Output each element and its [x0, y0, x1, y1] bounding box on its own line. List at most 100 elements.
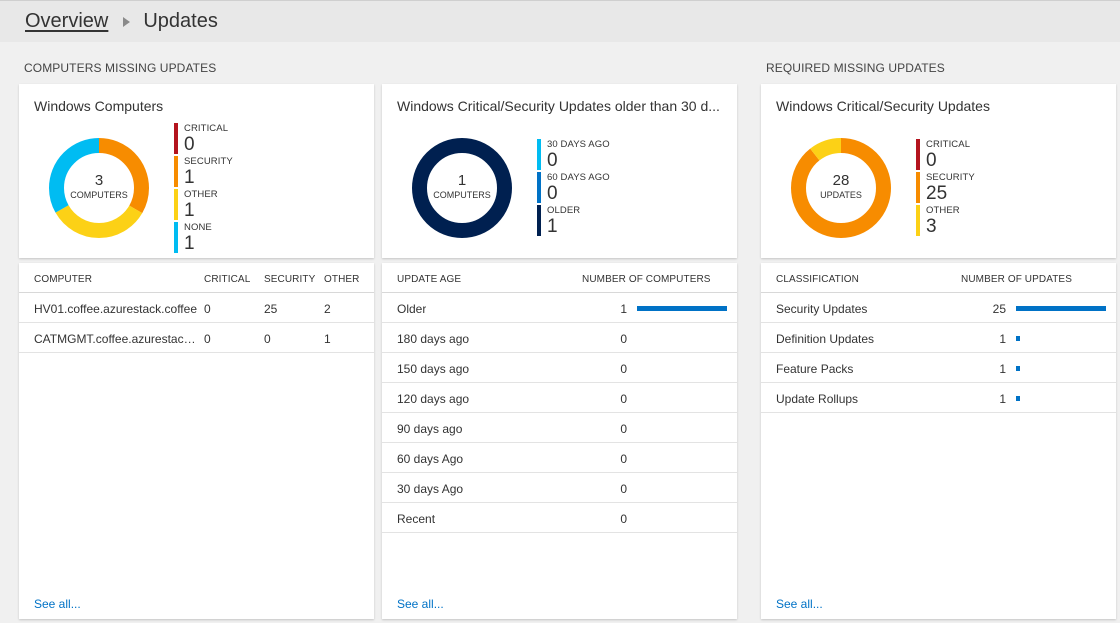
table-row[interactable]: Update Rollups 1 [761, 383, 1116, 413]
breadcrumb-overview-link[interactable]: Overview [25, 10, 109, 32]
legend-value: 1 [547, 216, 558, 237]
column-header-critical[interactable]: CRITICAL [204, 274, 251, 285]
legend-item-none[interactable]: NONE 1 [174, 222, 233, 255]
donut-chart [791, 138, 891, 238]
cell-computer: HV01.coffee.azurestack.coffee [34, 302, 197, 316]
section-label-required-missing: REQUIRED MISSING UPDATES [766, 61, 945, 75]
legend-label: OTHER [926, 205, 960, 216]
legend-value: 1 [184, 233, 195, 254]
legend-item-security[interactable]: SECURITY 25 [916, 172, 975, 205]
cell-value: 0 [620, 512, 627, 526]
see-all-link[interactable]: See all... [397, 597, 444, 611]
legend-item-security[interactable]: SECURITY 1 [174, 156, 233, 189]
legend-value: 1 [184, 167, 195, 188]
legend-swatch [916, 205, 920, 236]
tile-windows-computers[interactable]: Windows Computers 3 COMPUTERS CRITICAL 0… [19, 84, 374, 258]
donut-segment-older [412, 138, 512, 238]
cell-label: Older [397, 302, 427, 316]
cell-label: Update Rollups [776, 392, 859, 406]
column-header-number-of-updates[interactable]: NUMBER OF UPDATES [961, 274, 1072, 285]
legend-swatch [174, 123, 178, 154]
legend-swatch [537, 172, 541, 203]
cell-other: 2 [324, 302, 331, 316]
legend: 30 DAYS AGO 0 60 DAYS AGO 0 OLDER 1 [537, 139, 610, 238]
table-row[interactable]: Security Updates 25 [761, 293, 1116, 323]
table-row[interactable]: Feature Packs 1 [761, 353, 1116, 383]
cell-value: 0 [620, 332, 627, 346]
table-row[interactable]: CATMGMT.coffee.azurestack... 0 0 1 [19, 323, 374, 353]
donut-chart [49, 138, 149, 238]
legend-item-critical[interactable]: CRITICAL 0 [174, 123, 233, 156]
legend-item-other[interactable]: OTHER 3 [916, 205, 975, 238]
cell-label: Definition Updates [776, 332, 875, 346]
legend-value: 0 [184, 134, 195, 155]
table-row[interactable]: 150 days ago 0 [382, 353, 737, 383]
legend-swatch [174, 156, 178, 187]
table-row[interactable]: 120 days ago 0 [382, 383, 737, 413]
breadcrumb-current: Updates [143, 10, 218, 32]
table-row[interactable]: 60 days Ago 0 [382, 443, 737, 473]
legend-label: 60 DAYS AGO [547, 172, 610, 183]
legend-swatch [916, 139, 920, 170]
table-row[interactable]: 90 days ago 0 [382, 413, 737, 443]
cell-label: 90 days ago [397, 422, 463, 436]
donut-segment-none [49, 138, 149, 238]
cell-label: Security Updates [776, 302, 868, 316]
table-row[interactable]: Older 1 [382, 293, 737, 323]
column-header-security[interactable]: SECURITY [264, 274, 316, 285]
legend-swatch [174, 222, 178, 253]
cell-label: Recent [397, 512, 436, 526]
table-row[interactable]: Recent 0 [382, 503, 737, 533]
table-header: UPDATE AGE NUMBER OF COMPUTERS [382, 263, 737, 293]
legend-label: SECURITY [926, 172, 975, 183]
column-header-number-of-computers[interactable]: NUMBER OF COMPUTERS [582, 274, 711, 285]
legend-item-older[interactable]: OLDER 1 [537, 205, 610, 238]
legend-item-other[interactable]: OTHER 1 [174, 189, 233, 222]
chevron-right-icon [123, 16, 131, 27]
legend-value: 25 [926, 183, 948, 204]
cell-value: 1 [999, 362, 1006, 376]
tile-title: Windows Computers [34, 98, 164, 114]
legend-value: 1 [184, 200, 195, 221]
value-bar [1016, 396, 1020, 401]
table-update-age: UPDATE AGE NUMBER OF COMPUTERS Older 1 180… [382, 263, 737, 619]
legend: CRITICAL 0 SECURITY 1 OTHER 1 NONE 1 [174, 123, 233, 255]
table-row[interactable]: 180 days ago 0 [382, 323, 737, 353]
column-header-other[interactable]: OTHER [324, 274, 360, 285]
legend-swatch [916, 172, 920, 203]
tile-title: Windows Critical/Security Updates older … [397, 98, 720, 114]
column-header-computer[interactable]: COMPUTER [34, 274, 93, 285]
legend-value: 0 [547, 183, 558, 204]
donut-chart [412, 138, 512, 238]
donut-center-label: COMPUTERS [433, 190, 491, 200]
value-bar [1016, 366, 1020, 371]
legend-label: CRITICAL [184, 123, 229, 134]
cell-value: 1 [999, 332, 1006, 346]
see-all-link[interactable]: See all... [34, 597, 81, 611]
legend-item-critical[interactable]: CRITICAL 0 [916, 139, 975, 172]
legend-label: NONE [184, 222, 212, 233]
column-header-classification[interactable]: CLASSIFICATION [776, 274, 859, 285]
donut-center: 28 UPDATES [791, 172, 891, 201]
legend-value: 0 [926, 150, 937, 171]
section-label-computers-missing: COMPUTERS MISSING UPDATES [24, 61, 217, 75]
legend-item-60-days[interactable]: 60 DAYS AGO 0 [537, 172, 610, 205]
legend-swatch [537, 139, 541, 170]
tile-updates-older-30-days[interactable]: Windows Critical/Security Updates older … [382, 84, 737, 258]
table-row[interactable]: 30 days Ago 0 [382, 473, 737, 503]
donut-center-value: 28 [832, 172, 850, 189]
legend-item-30-days[interactable]: 30 DAYS AGO 0 [537, 139, 610, 172]
donut-center-value: 1 [457, 172, 467, 189]
see-all-link[interactable]: See all... [776, 597, 823, 611]
cell-value: 0 [620, 482, 627, 496]
legend: CRITICAL 0 SECURITY 25 OTHER 3 [916, 139, 975, 238]
donut-segment-other [49, 138, 149, 238]
cell-label: 150 days ago [397, 362, 470, 376]
tile-critical-security-updates[interactable]: Windows Critical/Security Updates 28 UPD… [761, 84, 1116, 258]
table-row[interactable]: Definition Updates 1 [761, 323, 1116, 353]
table-row[interactable]: HV01.coffee.azurestack.coffee 0 25 2 [19, 293, 374, 323]
cell-value: 0 [620, 452, 627, 466]
donut-center: 3 COMPUTERS [49, 172, 149, 201]
cell-security: 0 [264, 332, 271, 346]
column-header-update-age[interactable]: UPDATE AGE [397, 274, 462, 285]
